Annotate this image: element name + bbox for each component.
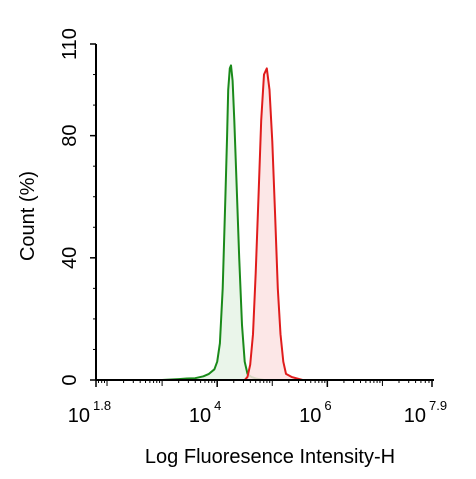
series-2-area — [244, 68, 303, 381]
y-tick-label: 110 — [59, 28, 81, 60]
y-tick-label: 80 — [59, 125, 81, 147]
x-tick-exponent: 4 — [214, 398, 221, 413]
x-tick-exponent: 7.9 — [429, 398, 447, 413]
series-1-area — [162, 65, 264, 381]
x-tick-label: 10 — [404, 405, 426, 427]
x-tick-label: 10 — [189, 405, 211, 427]
series-1-line — [162, 64, 265, 381]
y-tick-label: 40 — [59, 247, 81, 269]
x-tick-exponent: 1.8 — [93, 398, 111, 413]
x-tick-label: 10 — [299, 405, 321, 427]
x-tick-exponent: 6 — [324, 398, 331, 413]
x-tick-label: 10 — [68, 405, 90, 427]
plot-area — [162, 64, 303, 381]
y-axis-label: Count (%) — [17, 171, 39, 261]
x-axis-label: Log Fluoresence Intensity-H — [145, 446, 395, 468]
series-2-line — [243, 67, 303, 381]
axes — [95, 44, 434, 381]
y-tick-label: 0 — [59, 374, 81, 385]
